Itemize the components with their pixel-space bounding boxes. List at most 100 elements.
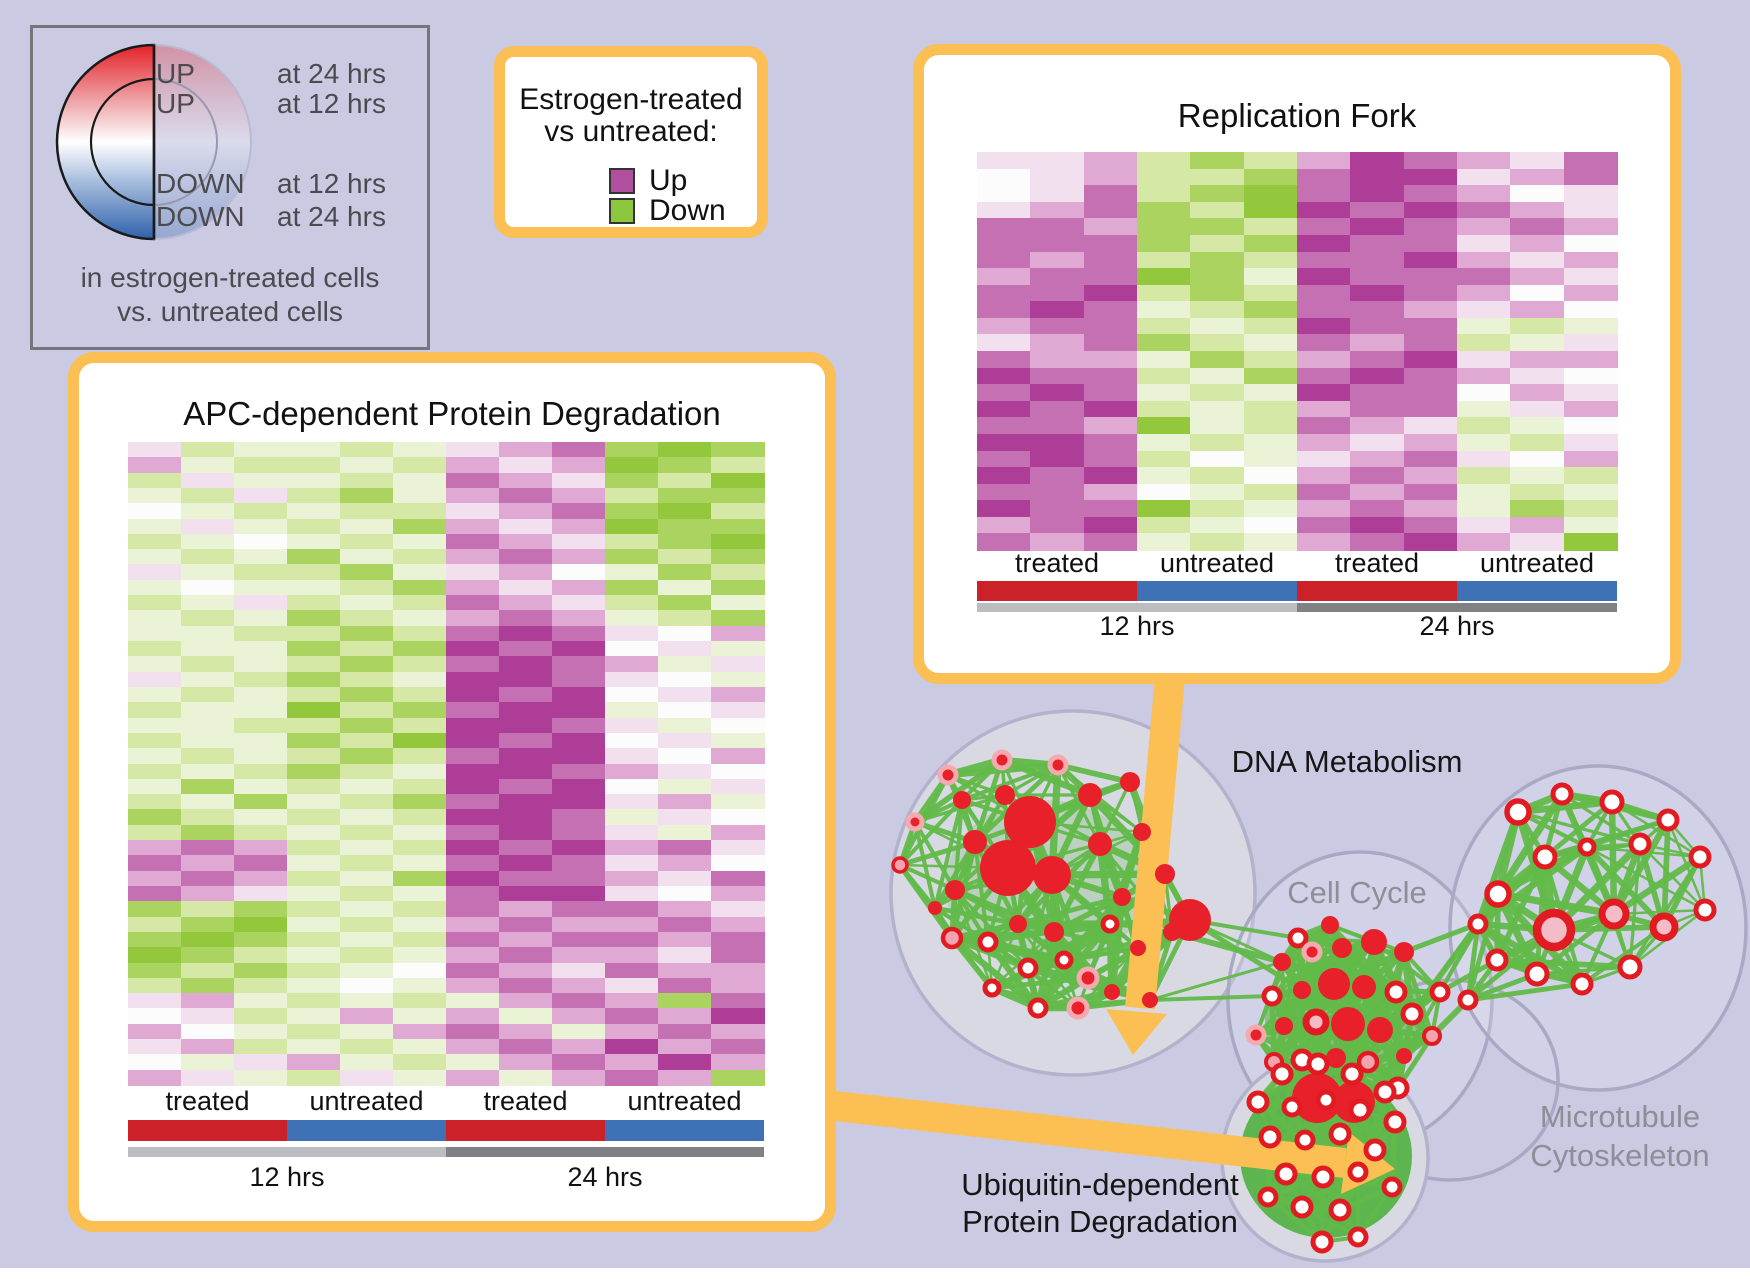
heatmap-group-label: treated xyxy=(1014,548,1100,578)
heatmap-cell xyxy=(393,1008,447,1025)
network-node xyxy=(1347,1161,1369,1183)
heatmap-cell xyxy=(340,717,394,734)
heatmap-cell xyxy=(1190,467,1245,485)
heatmap-cell xyxy=(128,702,182,719)
network-edge xyxy=(1017,894,1123,927)
network-cluster-label: Cell Cycle xyxy=(1287,875,1427,910)
heatmap-cell xyxy=(1030,351,1085,369)
heatmap-cell xyxy=(1457,268,1511,286)
heatmap-cell xyxy=(499,1039,553,1055)
heatmap-cell xyxy=(552,472,606,489)
heatmap-cell xyxy=(1403,384,1458,402)
network-edge xyxy=(1661,819,1671,928)
heatmap-cell xyxy=(711,1008,765,1025)
heatmap-cell xyxy=(658,748,712,765)
network-edge xyxy=(961,763,1059,802)
heatmap-cell xyxy=(552,901,606,918)
heatmap-cell xyxy=(393,625,447,642)
heatmap-cell xyxy=(499,641,553,657)
heatmap-cell xyxy=(552,549,606,566)
heatmap-cell xyxy=(977,500,1031,518)
heatmap-cell xyxy=(234,916,288,933)
heatmap-cell xyxy=(1510,268,1565,286)
heatmap-cell xyxy=(1243,168,1298,186)
heatmap-cell xyxy=(1243,367,1298,385)
heatmap-cell xyxy=(181,671,235,688)
network-node xyxy=(1293,981,1311,999)
network-node xyxy=(1381,1176,1403,1198)
heatmap-cell xyxy=(393,748,447,765)
heatmap-cell xyxy=(1243,417,1298,435)
heatmap-cell xyxy=(711,564,765,581)
heatmap-cell xyxy=(181,840,235,856)
heatmap-cell xyxy=(658,595,712,611)
heatmap-cell xyxy=(1137,533,1191,551)
network-node xyxy=(1104,984,1120,1000)
heatmap-cell xyxy=(499,518,553,535)
network-node xyxy=(1356,1050,1380,1074)
network-edge xyxy=(1496,957,1631,970)
network-edge xyxy=(1254,988,1304,1037)
treatment-color-bar xyxy=(1137,581,1297,601)
heatmap-cell xyxy=(552,564,606,581)
heatmap-cell xyxy=(1137,334,1191,352)
heatmap-cell xyxy=(234,518,288,535)
legend-item-label: Down xyxy=(649,194,726,227)
heatmap-cell xyxy=(1403,516,1458,534)
heatmap-cell xyxy=(552,1008,606,1025)
heatmap-cell xyxy=(552,840,606,856)
network-node xyxy=(1287,927,1309,949)
heatmap-cell xyxy=(977,284,1031,302)
heatmap-cell xyxy=(1190,301,1245,319)
treatment-color-bar xyxy=(446,1120,605,1141)
heatmap-cell xyxy=(446,1039,500,1055)
replication-fork-title: Replication Fork xyxy=(1177,97,1417,134)
heatmap-cell xyxy=(1137,450,1191,468)
heatmap-cell xyxy=(552,732,606,749)
network-node xyxy=(1429,981,1451,1003)
heatmap-cell xyxy=(393,916,447,933)
heatmap-cell xyxy=(393,702,447,719)
heatmap-cell xyxy=(711,778,765,795)
heatmap-cell xyxy=(1137,516,1191,534)
heatmap-cell xyxy=(1243,500,1298,518)
network-cluster-label: Protein Degradation xyxy=(962,1204,1238,1239)
network-node xyxy=(1367,1017,1393,1043)
heatmap-cell xyxy=(446,457,500,474)
network-node xyxy=(1352,975,1376,999)
heatmap-cell xyxy=(181,549,235,566)
heatmap-cell xyxy=(1563,500,1618,518)
heatmap-cell xyxy=(1457,450,1511,468)
network-cluster-label: DNA Metabolism xyxy=(1231,744,1463,779)
estrogen-legend-title-line2: vs untreated: xyxy=(544,115,718,148)
heatmap-cell xyxy=(1403,268,1458,286)
network-edge xyxy=(1586,818,1669,849)
heatmap-cell xyxy=(499,549,553,566)
heatmap-cell xyxy=(340,579,394,596)
heatmap-cell xyxy=(393,472,447,489)
network-node xyxy=(1004,796,1056,848)
heatmap-cell xyxy=(1137,351,1191,369)
network-node xyxy=(1033,856,1071,894)
heatmap-cell xyxy=(181,610,235,627)
estrogen-legend-title-line1: Estrogen-treated xyxy=(519,83,743,116)
heatmap-cell xyxy=(1243,218,1298,236)
heatmap-cell xyxy=(446,748,500,765)
network-node xyxy=(1504,798,1532,826)
heatmap-cell xyxy=(393,533,447,550)
heatmap-cell xyxy=(287,840,341,856)
network-node xyxy=(1318,968,1350,1000)
network-node xyxy=(980,840,1036,896)
heatmap-cell xyxy=(1563,367,1618,385)
heatmap-cell xyxy=(499,732,553,749)
heatmap-cell xyxy=(1243,351,1298,369)
heatmap-cell xyxy=(128,916,182,933)
heatmap-cell xyxy=(340,457,394,474)
heatmap-cell xyxy=(287,472,341,489)
heatmap-cell xyxy=(711,579,765,596)
heatmap-cell xyxy=(658,778,712,795)
heatmap-cell xyxy=(552,487,606,504)
heatmap-cell xyxy=(393,641,447,657)
heatmap-cell xyxy=(446,962,500,979)
heatmap-cell xyxy=(605,931,659,948)
